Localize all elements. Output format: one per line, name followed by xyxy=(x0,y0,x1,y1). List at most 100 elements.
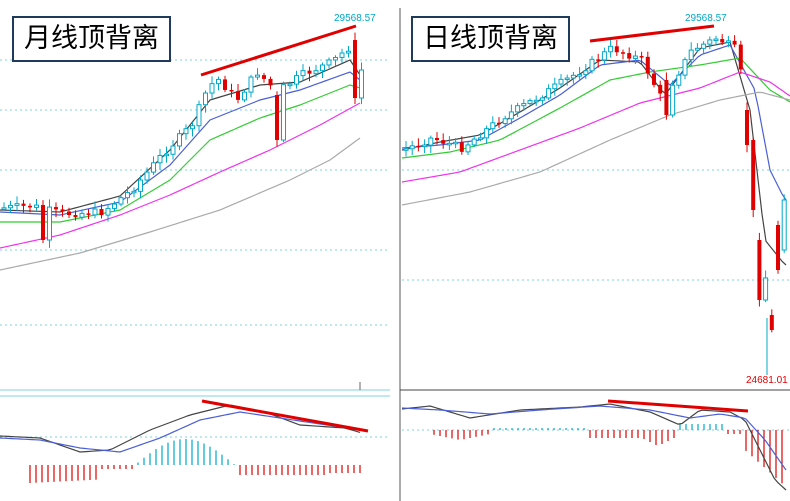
daily-candle-body-28 xyxy=(577,74,583,77)
daily-candle-body-41 xyxy=(658,84,663,94)
daily-candle-body-46 xyxy=(688,49,694,61)
monthly-candle-body-10 xyxy=(67,211,71,216)
daily-ma-long xyxy=(401,72,790,183)
daily-candle-body-22 xyxy=(539,97,545,101)
daily-candle-body-16 xyxy=(502,118,508,125)
daily-title: 日线顶背离 xyxy=(411,16,570,62)
daily-candle-body-4 xyxy=(428,137,434,146)
daily-candle-body-42 xyxy=(664,80,669,115)
daily-candle-body-14 xyxy=(490,122,496,130)
monthly-candle-body-1 xyxy=(8,204,13,209)
monthly-candle-body-40 xyxy=(262,75,266,79)
daily-candle-body-13 xyxy=(484,128,490,139)
daily-macd-dea xyxy=(401,405,787,471)
monthly-candle-body-46 xyxy=(300,70,306,77)
monthly-candle-body-7 xyxy=(47,206,52,241)
daily-candle-body-39 xyxy=(645,56,650,74)
monthly-candle-body-20 xyxy=(131,190,137,194)
daily-candle-body-49 xyxy=(707,39,713,45)
monthly-candle-body-27 xyxy=(177,133,182,147)
monthly-macd-dif xyxy=(0,404,361,453)
monthly-macd xyxy=(0,382,390,483)
daily-price-grid xyxy=(402,169,790,281)
monthly-candle-body-14 xyxy=(92,208,98,216)
daily-candle-body-7 xyxy=(446,142,452,146)
daily-candle-body-57 xyxy=(757,240,762,300)
daily-candle-body-24 xyxy=(552,83,558,90)
monthly-candle-body-3 xyxy=(21,203,26,206)
daily-candles xyxy=(403,34,787,375)
monthly-candle-body-51 xyxy=(333,56,338,61)
daily-candle-body-5 xyxy=(435,138,439,141)
monthly-high-label: 29568.57 xyxy=(334,13,376,24)
monthly-candle-body-26 xyxy=(170,145,176,155)
monthly-price-grid xyxy=(0,59,390,326)
monthly-candle-body-33 xyxy=(216,78,221,85)
daily-low-label: 24681.01 xyxy=(746,375,788,386)
monthly-ma-mid xyxy=(0,71,361,216)
daily-candle-body-30 xyxy=(589,58,595,72)
daily-candle-body-48 xyxy=(701,43,707,49)
monthly-candle-body-22 xyxy=(144,171,150,181)
monthly-ma-longest xyxy=(0,137,361,271)
monthly-candles xyxy=(1,32,364,248)
monthly-candle-body-12 xyxy=(79,212,85,218)
daily-macd xyxy=(401,403,790,491)
daily-candle-body-45 xyxy=(682,59,688,76)
daily-ma-lines xyxy=(401,41,790,266)
monthly-candle-body-28 xyxy=(183,128,189,135)
monthly-candle-body-13 xyxy=(86,213,91,215)
daily-candle-body-2 xyxy=(416,145,421,148)
daily-ma-longest xyxy=(401,91,790,206)
daily-candle-body-23 xyxy=(546,88,552,99)
daily-candle-body-29 xyxy=(583,70,589,76)
monthly-ma-slow xyxy=(0,84,361,223)
daily-candle-body-50 xyxy=(713,38,719,42)
daily-candle-body-43 xyxy=(670,84,676,116)
monthly-candle-body-4 xyxy=(28,205,32,208)
monthly-candle-body-17 xyxy=(112,203,117,209)
daily-candle-body-55 xyxy=(745,110,749,145)
daily-candle-body-27 xyxy=(570,74,576,79)
monthly-candle-body-41 xyxy=(268,78,273,86)
monthly-candle-body-24 xyxy=(157,154,163,164)
daily-candle-body-17 xyxy=(508,111,514,120)
daily-candle-body-26 xyxy=(564,77,570,81)
daily-macd-dif xyxy=(401,403,787,491)
daily-candle-body-37 xyxy=(632,55,638,60)
monthly-candle-body-50 xyxy=(326,59,332,66)
daily-candle-body-34 xyxy=(614,46,619,53)
daily-candle-body-21 xyxy=(533,99,539,103)
daily-candle-body-32 xyxy=(601,51,607,61)
daily-ma-fast xyxy=(401,41,787,266)
monthly-candle-body-11 xyxy=(73,215,78,218)
monthly-candle-body-45 xyxy=(294,75,299,85)
monthly-candle-body-49 xyxy=(320,64,325,72)
monthly-candle-body-23 xyxy=(151,162,156,173)
daily-candle-body-15 xyxy=(497,122,501,125)
daily-candle-body-47 xyxy=(694,47,700,51)
daily-candle-body-59 xyxy=(769,315,774,330)
daily-candle-body-56 xyxy=(751,140,756,210)
monthly-candle-body-42 xyxy=(275,95,279,140)
daily-candle-body-6 xyxy=(441,140,446,144)
monthly-candle-body-47 xyxy=(307,70,312,74)
monthly-macd-divergence-line xyxy=(201,399,369,433)
monthly-candle-body-5 xyxy=(34,204,39,208)
monthly-candle-body-19 xyxy=(125,192,130,199)
monthly-candle-body-52 xyxy=(339,52,345,58)
daily-candle-body-1 xyxy=(409,145,415,150)
daily-candle-body-58 xyxy=(763,277,769,301)
monthly-candle-body-38 xyxy=(248,76,254,93)
daily-candle-body-12 xyxy=(477,137,483,140)
monthly-candle-body-29 xyxy=(190,125,195,130)
monthly-candle-body-54 xyxy=(353,40,357,98)
daily-candle-body-44 xyxy=(676,74,682,86)
monthly-candle-body-36 xyxy=(236,91,240,100)
monthly-candle-body-9 xyxy=(60,209,65,212)
monthly-chart: 29568.57 xyxy=(0,13,390,483)
daily-candle-body-8 xyxy=(453,141,459,145)
daily-chart: 29568.57 24681.01 xyxy=(399,8,790,501)
daily-macd-divergence-line xyxy=(607,399,749,413)
